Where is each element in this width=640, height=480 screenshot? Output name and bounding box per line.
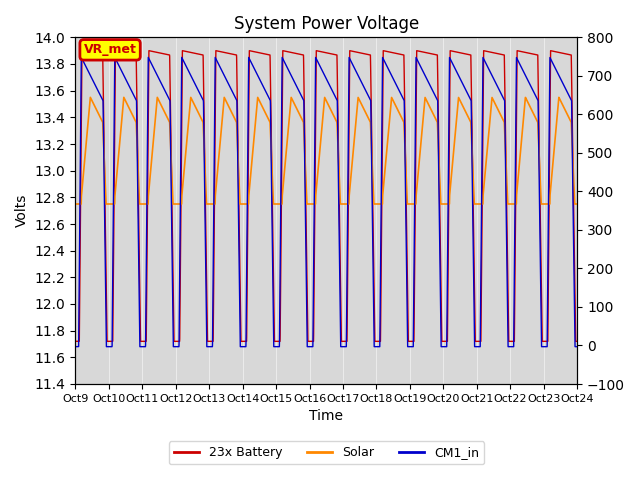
X-axis label: Time: Time (309, 409, 343, 423)
Text: VR_met: VR_met (84, 43, 136, 56)
Y-axis label: Volts: Volts (15, 194, 29, 228)
Title: System Power Voltage: System Power Voltage (234, 15, 419, 33)
Legend: 23x Battery, Solar, CM1_in: 23x Battery, Solar, CM1_in (168, 442, 484, 465)
